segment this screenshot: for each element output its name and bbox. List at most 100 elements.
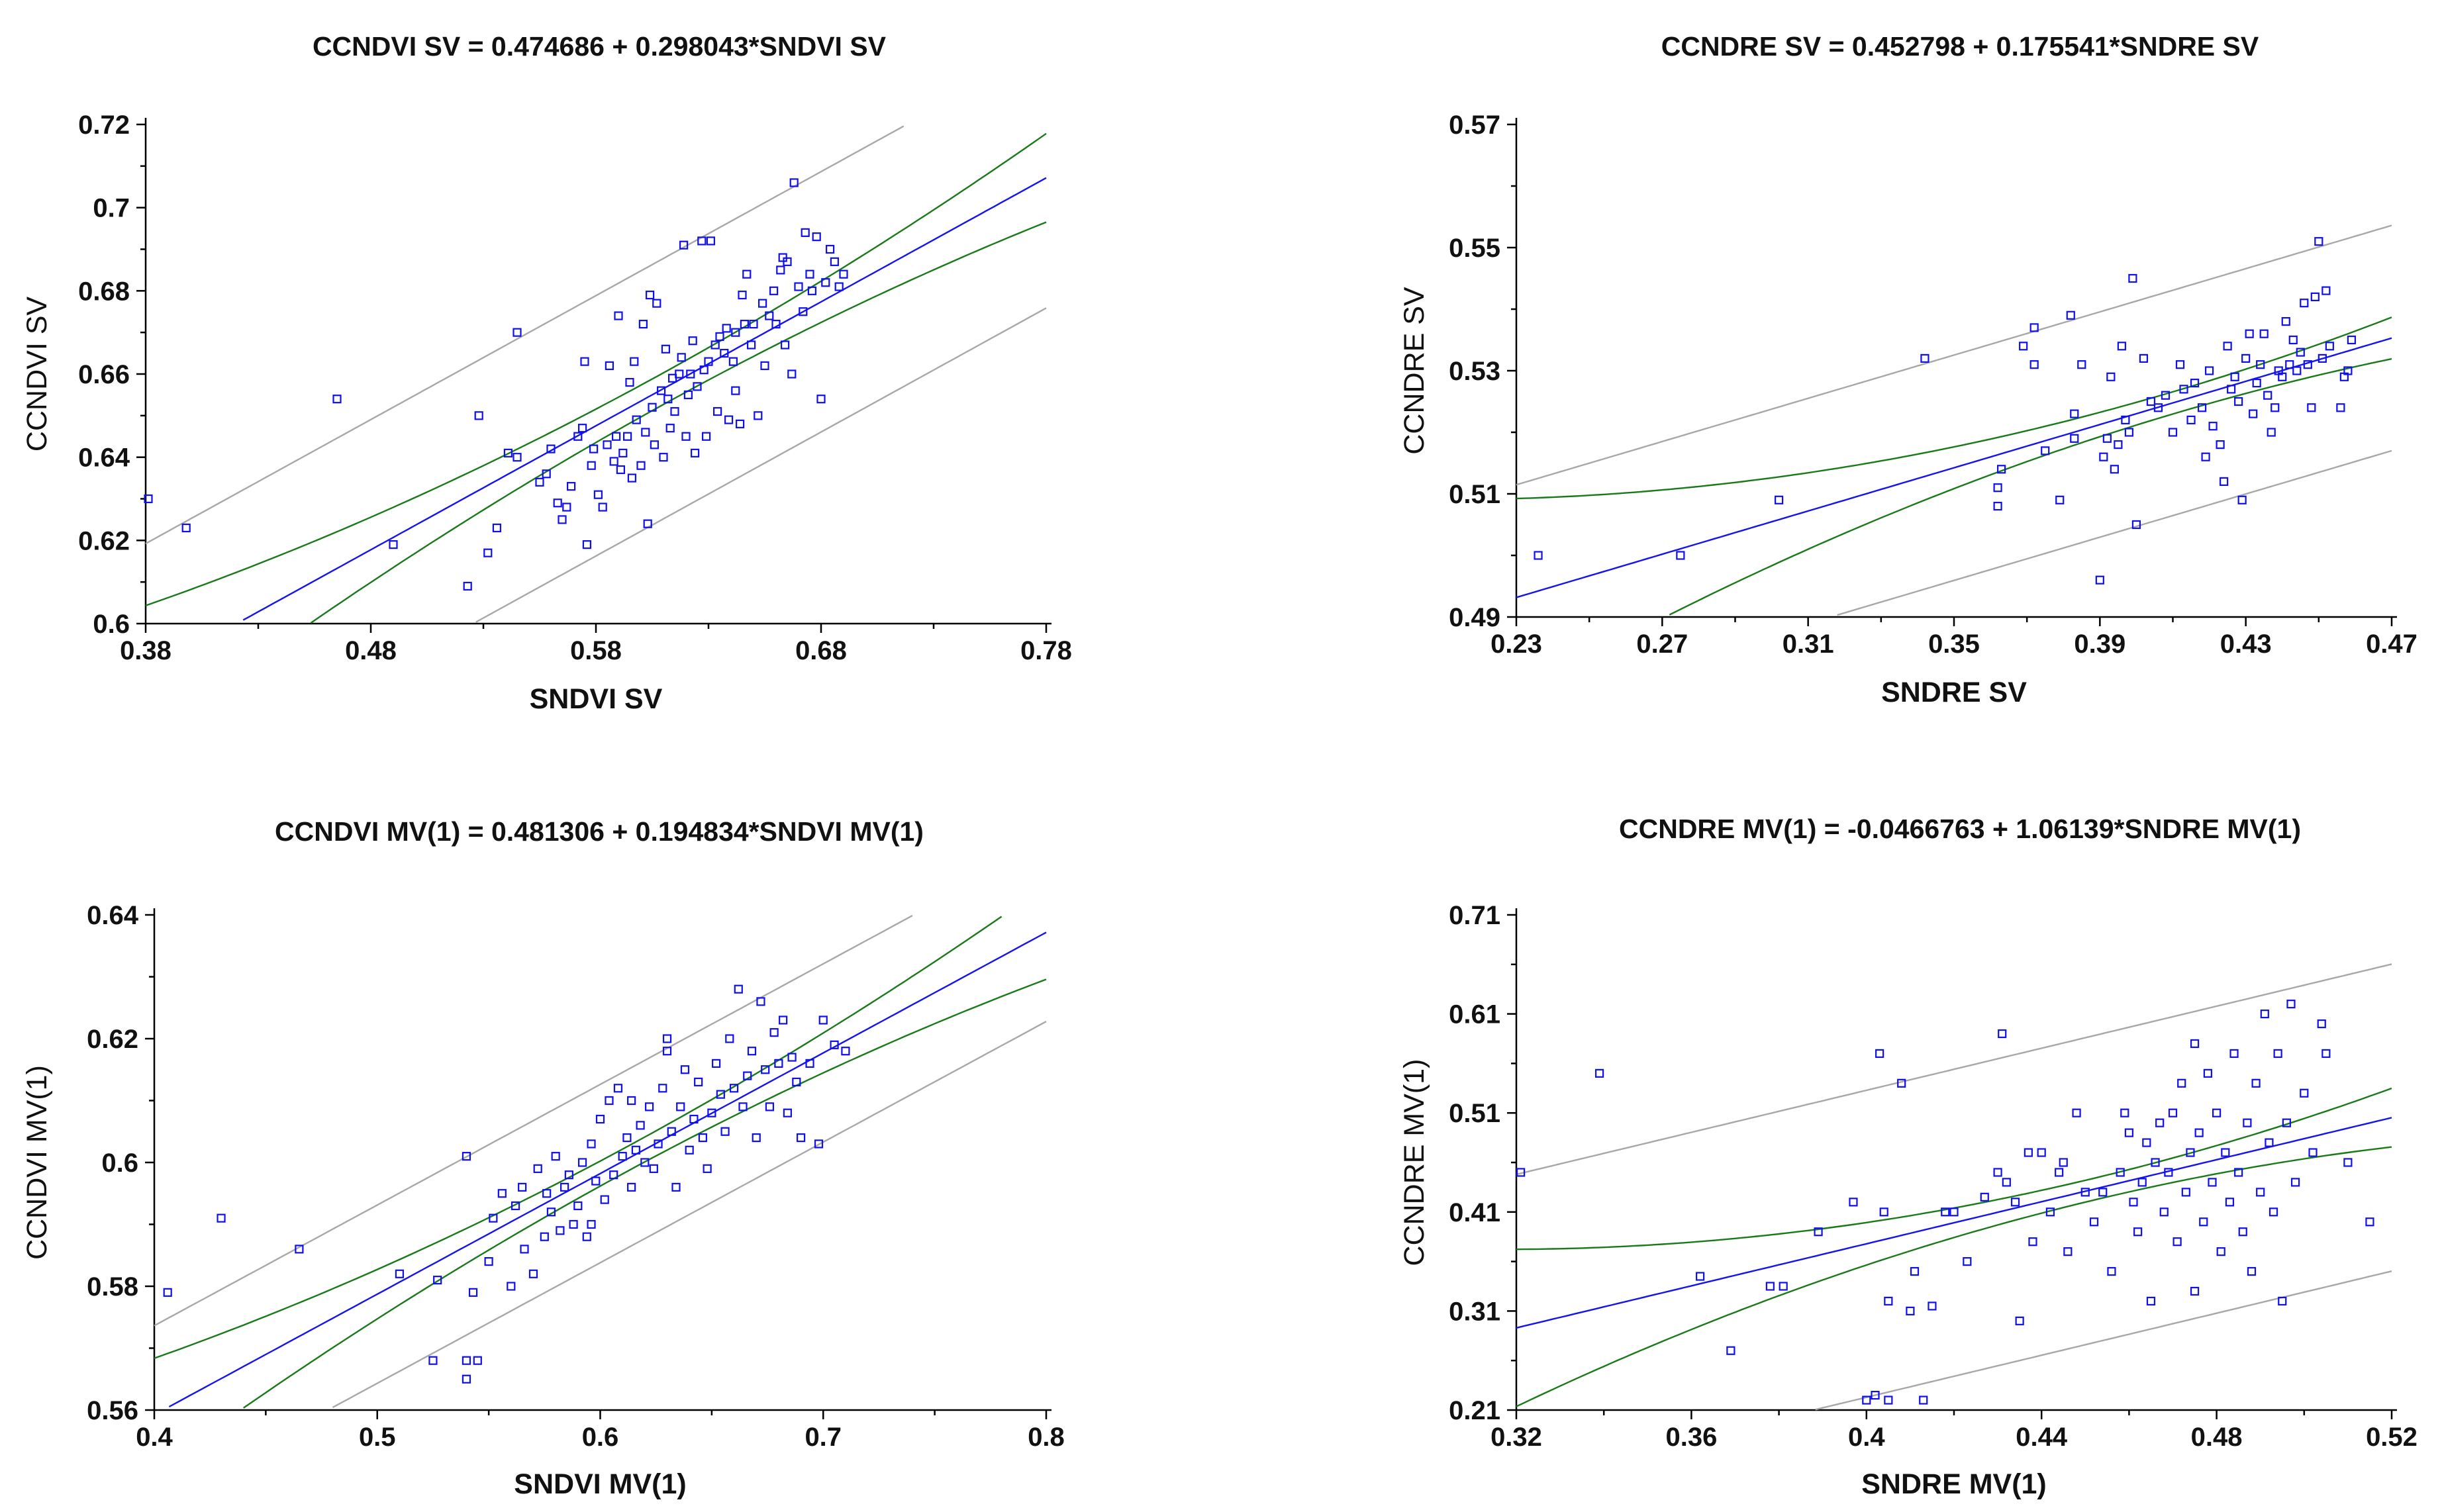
- y-axis-label: CCNDRE MV(1): [1398, 1059, 1430, 1266]
- y-tick-label: 0.61: [1449, 1000, 1500, 1029]
- confidence-limit-upper: [1516, 316, 2392, 500]
- data-point: [562, 502, 571, 512]
- x-tick-label: 0.8: [1028, 1423, 1065, 1452]
- x-tick-label: 0.43: [2220, 630, 2272, 659]
- data-point: [2137, 1178, 2147, 1187]
- data-point: [1879, 1207, 1888, 1217]
- data-point: [650, 440, 659, 449]
- data-point: [582, 540, 592, 549]
- data-point: [1849, 1198, 1858, 1207]
- data-point: [1814, 1227, 1823, 1237]
- data-point: [2321, 286, 2331, 295]
- data-point: [598, 502, 607, 512]
- data-point: [776, 265, 785, 275]
- data-point: [627, 1182, 636, 1192]
- y-tick-label: 0.53: [1449, 357, 1500, 386]
- data-point: [2343, 366, 2353, 375]
- data-point: [2267, 428, 2276, 437]
- data-point: [2256, 1188, 2265, 1197]
- data-point: [1910, 1266, 1920, 1276]
- data-point: [2133, 1227, 2143, 1237]
- data-point: [582, 1232, 591, 1241]
- data-point: [706, 236, 716, 246]
- data-point: [641, 428, 650, 437]
- data-point: [645, 291, 655, 300]
- chart-title: CCNDVI SV = 0.474686 + 0.298043*SNDVI SV: [313, 31, 887, 62]
- y-tick-label: 0.64: [78, 444, 130, 473]
- data-point: [595, 1114, 605, 1124]
- data-point: [1998, 1029, 2007, 1039]
- y-tick-label: 0.57: [1449, 111, 1500, 140]
- x-tick-label: 0.32: [1490, 1423, 1542, 1452]
- data-point: [801, 228, 810, 237]
- data-point: [749, 320, 758, 329]
- data-point: [2072, 1108, 2081, 1117]
- data-point: [2024, 1148, 2033, 1157]
- data-point: [683, 390, 693, 400]
- y-tick-label: 0.55: [1449, 234, 1500, 263]
- data-point: [2307, 403, 2316, 412]
- data-point: [2181, 1188, 2190, 1197]
- data-point: [2190, 378, 2200, 388]
- regression-line: [168, 931, 1047, 1408]
- data-point: [2365, 1217, 2374, 1227]
- data-point: [689, 1114, 699, 1124]
- data-point: [2282, 1118, 2291, 1127]
- data-point: [747, 1047, 757, 1056]
- data-point: [2153, 403, 2163, 412]
- confidence-limit-lower: [243, 978, 1047, 1409]
- data-point: [728, 357, 738, 366]
- data-point: [528, 1269, 538, 1278]
- data-point: [2124, 428, 2133, 437]
- data-point: [680, 1065, 690, 1074]
- data-point: [605, 1096, 614, 1106]
- data-point: [799, 307, 808, 316]
- data-point: [1871, 1390, 1880, 1400]
- data-point: [839, 269, 848, 279]
- data-point: [789, 178, 799, 187]
- data-point: [2190, 1286, 2200, 1296]
- data-point: [787, 369, 797, 379]
- data-point: [2186, 415, 2196, 425]
- y-tick-label: 0.7: [93, 194, 130, 223]
- data-point: [627, 1096, 636, 1106]
- data-point: [2201, 452, 2210, 461]
- data-point: [2186, 1148, 2195, 1157]
- data-point: [834, 282, 844, 291]
- y-tick-label: 0.71: [1449, 901, 1500, 930]
- x-tick-label: 0.47: [2366, 630, 2418, 659]
- x-tick-label: 0.39: [2074, 630, 2125, 659]
- data-point: [816, 395, 826, 404]
- data-point: [1949, 1207, 1959, 1217]
- data-point: [812, 232, 821, 242]
- data-point: [698, 1133, 708, 1143]
- data-point: [774, 1059, 783, 1068]
- data-point: [573, 432, 583, 441]
- data-point: [2259, 329, 2269, 338]
- chart-title: CCNDRE SV = 0.452798 + 0.175541*SNDRE SV: [1661, 31, 2259, 62]
- data-point: [2066, 310, 2075, 320]
- data-point: [2102, 434, 2112, 443]
- y-tick-label: 0.66: [78, 360, 130, 389]
- data-point: [2175, 360, 2185, 369]
- data-point: [661, 344, 671, 354]
- chart-panel-1: CCNDVI SV = 0.474686 + 0.298043*SNDVI SV…: [21, 31, 1072, 715]
- data-point: [667, 1127, 676, 1136]
- data-point: [2273, 1049, 2282, 1059]
- data-point: [2308, 1148, 2318, 1157]
- data-point: [1897, 1078, 1906, 1088]
- data-point: [2155, 1118, 2165, 1127]
- data-point: [1928, 1301, 1937, 1311]
- data-point: [2002, 1178, 2011, 1187]
- data-point: [697, 236, 707, 246]
- data-point: [665, 424, 675, 433]
- data-point: [796, 1133, 806, 1143]
- data-point: [2230, 372, 2239, 381]
- y-tick-label: 0.51: [1449, 1099, 1500, 1128]
- data-point: [2129, 1198, 2138, 1207]
- data-point: [1775, 495, 1784, 504]
- data-point: [2107, 1266, 2116, 1276]
- data-point: [631, 1145, 640, 1155]
- data-point: [625, 377, 634, 387]
- data-point: [2194, 1128, 2204, 1137]
